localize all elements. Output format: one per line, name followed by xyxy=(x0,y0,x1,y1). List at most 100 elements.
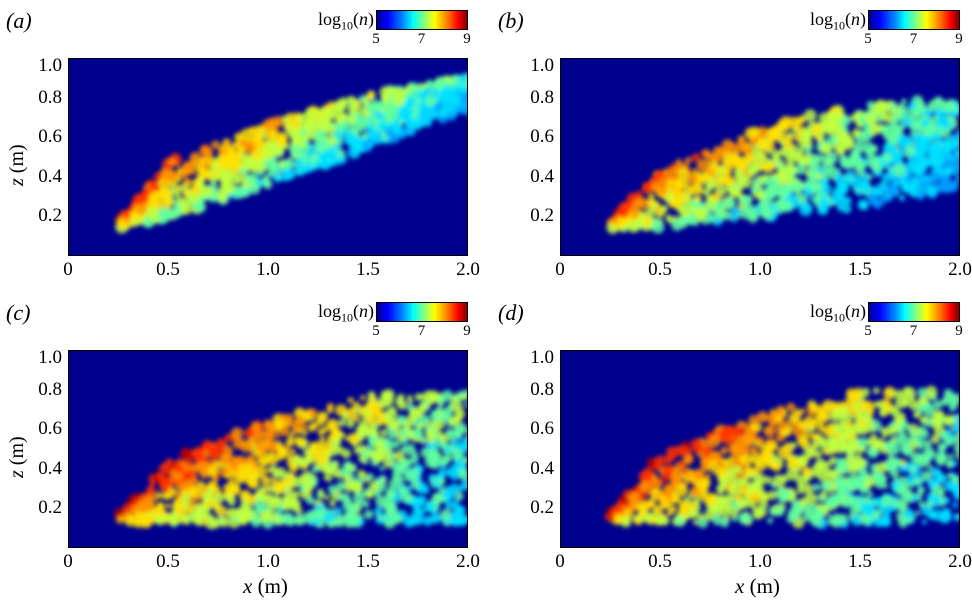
plume-cell xyxy=(835,514,844,522)
x-tick-label: 2.0 xyxy=(456,259,480,280)
plume-cell xyxy=(803,510,814,522)
plume-cell xyxy=(260,452,273,465)
plume-cell xyxy=(770,172,777,179)
plume-cell xyxy=(153,172,163,181)
plume-cell xyxy=(750,446,759,455)
plume-cell xyxy=(911,494,919,502)
plume-cell xyxy=(304,483,314,492)
plume-cell xyxy=(418,91,428,102)
plume-cell xyxy=(448,105,456,113)
y-tick-label: 0.4 xyxy=(38,165,62,187)
plume-cell xyxy=(723,167,732,177)
plume-cell xyxy=(138,499,145,506)
plume-cell xyxy=(239,510,248,518)
plume-cell xyxy=(670,189,682,200)
plume-cell xyxy=(200,184,214,198)
plume-cell xyxy=(279,159,286,166)
plume-cell xyxy=(879,504,891,516)
plume-cell xyxy=(353,446,362,455)
plume-cell xyxy=(859,400,870,410)
x-tick-label: 2.0 xyxy=(456,551,480,572)
plume-cell xyxy=(939,126,951,138)
plume-cell xyxy=(828,514,834,521)
plume-cell xyxy=(226,146,233,154)
plume-cell xyxy=(827,435,837,445)
plume-cell xyxy=(786,455,797,465)
plume-cell xyxy=(953,513,959,522)
plume-cell xyxy=(255,489,261,495)
plume-cell xyxy=(259,510,272,522)
plume-cell xyxy=(903,180,916,194)
plume-cell xyxy=(200,196,206,202)
colorbar-tick-label: 9 xyxy=(955,31,963,47)
plume-cell xyxy=(167,157,177,167)
plume-cell xyxy=(197,179,205,187)
plume-cell xyxy=(287,124,294,131)
plume-cell xyxy=(909,395,916,402)
plume-cell xyxy=(767,517,773,524)
plume-cell xyxy=(675,517,685,527)
plume-cell xyxy=(899,431,908,440)
plume-cell xyxy=(885,426,896,436)
plume-cell xyxy=(935,137,941,144)
heatmap-field xyxy=(114,72,467,234)
plume-cell xyxy=(638,493,647,501)
plume-cell xyxy=(933,400,943,410)
plume-cell xyxy=(238,455,247,465)
plume-cell xyxy=(639,481,651,493)
plume-cell xyxy=(692,519,699,525)
plume-cell xyxy=(387,426,394,433)
plume-cell xyxy=(830,446,837,453)
plume-cell xyxy=(769,160,777,169)
plume-cell xyxy=(871,442,880,451)
plume-cell xyxy=(248,126,256,135)
heatmap-plot xyxy=(68,350,468,548)
x-tick-label: 1.5 xyxy=(848,259,872,280)
plume-cell xyxy=(375,110,384,120)
plume-cell xyxy=(935,185,943,193)
plume-cell xyxy=(346,419,355,429)
plume-cell xyxy=(438,468,447,477)
x-tick-label: 1.5 xyxy=(356,551,380,572)
plume-cell xyxy=(438,433,448,443)
x-tick-label: 0 xyxy=(555,259,565,280)
plume-cell xyxy=(882,112,894,124)
plume-cell xyxy=(944,166,954,176)
plume-cell xyxy=(459,97,467,105)
plume-cell xyxy=(169,208,180,220)
plume-cell xyxy=(243,156,256,168)
plume-cell xyxy=(373,448,387,461)
plume-cell xyxy=(338,419,346,427)
plume-cell xyxy=(794,147,804,157)
plume-cell xyxy=(193,454,203,464)
plume-cell xyxy=(677,460,685,468)
plume-cell xyxy=(460,393,467,401)
plume-cell xyxy=(356,424,369,437)
plume-cell xyxy=(913,103,926,117)
plume-cell xyxy=(642,181,652,191)
plume-cell xyxy=(747,208,758,219)
plume-cell xyxy=(671,219,683,231)
plume-cell xyxy=(671,469,681,480)
plume-cell xyxy=(194,200,205,211)
plume-cell xyxy=(744,127,757,140)
plume-cell xyxy=(237,463,249,474)
plume-cell xyxy=(923,439,932,449)
plume-cell xyxy=(763,425,776,438)
plume-cell xyxy=(889,468,900,478)
plume-cell xyxy=(614,513,624,523)
panel-label: (d) xyxy=(498,300,524,325)
plume-cell xyxy=(161,461,169,469)
plume-cell xyxy=(898,517,908,528)
plume-cell xyxy=(356,501,363,507)
y-tick-label: 0.8 xyxy=(38,378,62,400)
plume-cell xyxy=(804,109,817,122)
plume-cell xyxy=(311,441,324,454)
plume-cell xyxy=(688,174,698,185)
y-tick-label: 0.2 xyxy=(530,497,554,519)
plume-cell xyxy=(147,488,154,495)
plume-cell xyxy=(362,100,370,107)
plume-cell xyxy=(451,86,458,93)
plume-cell xyxy=(889,498,897,506)
plume-cell xyxy=(450,396,457,403)
